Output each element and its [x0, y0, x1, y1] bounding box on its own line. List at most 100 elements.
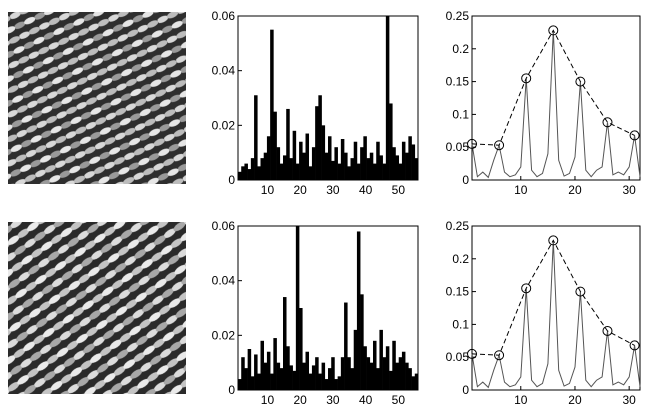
x-tick-label: 40: [359, 183, 373, 197]
histogram-bar: [244, 164, 248, 180]
texture-image-bottom: [8, 222, 186, 394]
x-tick-label: 50: [392, 183, 406, 197]
histogram-bar: [370, 363, 374, 390]
spectrum-line: [472, 240, 640, 387]
histogram-bar: [344, 303, 348, 390]
histogram-bar: [386, 16, 390, 180]
histogram-bar: [367, 357, 371, 390]
x-tick-label: 10: [514, 183, 528, 197]
histogram-bar: [254, 354, 258, 390]
x-tick-label: 10: [261, 393, 275, 405]
histogram-bar: [412, 376, 416, 390]
histogram-bar: [360, 147, 364, 180]
histogram-bar: [283, 297, 287, 390]
histogram-bar: [277, 147, 281, 180]
histogram-bar: [370, 153, 374, 180]
y-tick-label: 0.2: [452, 42, 469, 56]
x-tick-label: 20: [568, 393, 582, 405]
y-tick-label: 0.04: [212, 64, 236, 78]
histogram-bar: [248, 349, 252, 390]
x-tick-label: 10: [261, 183, 275, 197]
peak-envelope-line: [472, 30, 635, 145]
histogram-bar: [408, 136, 412, 180]
histogram-bar: [347, 357, 351, 390]
histogram-bar: [315, 357, 319, 390]
histogram-bar: [302, 363, 306, 390]
histogram-bar: [299, 308, 303, 390]
histogram-bar: [325, 379, 329, 390]
spectrum-bottom: 10 20 30 0 0.05 0.1 0.15 0.2 0.25: [432, 218, 644, 405]
histogram-bar: [405, 153, 409, 180]
histogram-bar: [289, 158, 293, 180]
histogram-bar: [341, 139, 345, 180]
histogram-bar: [363, 346, 367, 390]
histogram-bottom-svg: 10 20 30 40 50 0 0.02 0.04 0.06: [204, 218, 422, 405]
histogram-bar: [299, 142, 303, 180]
histogram-bar: [318, 95, 322, 180]
histogram-bar: [351, 158, 355, 180]
histogram-bar: [344, 153, 348, 180]
histogram-bar: [257, 374, 261, 390]
histogram-bar: [347, 166, 351, 180]
y-tick-label: 0.05: [446, 140, 470, 154]
histogram-bar: [241, 166, 245, 180]
histogram-top-svg: 10 20 30 40 5000.020.040.06: [204, 8, 422, 198]
histogram-bar: [293, 131, 297, 180]
histogram-bar: [238, 379, 242, 390]
histogram-bar: [280, 164, 284, 180]
histogram-bar: [334, 379, 338, 390]
histogram-bar: [376, 142, 380, 180]
histogram-bar: [280, 368, 284, 390]
histogram-bar: [267, 352, 271, 390]
histogram-bar: [392, 147, 396, 180]
histogram-bar: [351, 368, 355, 390]
histogram-bar: [367, 158, 371, 180]
x-tick-label: 20: [294, 183, 308, 197]
histogram-bar: [244, 368, 248, 390]
histogram-bar: [383, 164, 387, 180]
y-tick-label: 0.04: [212, 274, 236, 288]
histogram-bar: [379, 330, 383, 390]
histogram-bar: [415, 374, 419, 390]
x-tick-label: 20: [568, 183, 582, 197]
histogram-bar: [389, 371, 393, 390]
peak-envelope-line: [472, 240, 635, 355]
histogram-bar: [306, 352, 310, 390]
spectrum-top: 10 20 30 0 0.05 0.1 0.15 0.2 0.25: [432, 8, 644, 198]
histogram-bottom: 10 20 30 40 50 0 0.02 0.04 0.06: [204, 218, 422, 405]
histogram-bar: [379, 155, 383, 180]
histogram-bar: [373, 164, 377, 180]
histogram-bar: [312, 147, 316, 180]
histogram-bar: [306, 134, 310, 180]
histogram-bar: [283, 155, 287, 180]
histogram-bar: [354, 142, 358, 180]
histogram-bar: [373, 341, 377, 390]
histogram-bar: [415, 158, 419, 180]
histogram-bar: [383, 357, 387, 390]
histogram-bar: [286, 346, 290, 390]
histogram-bar: [341, 357, 345, 390]
histogram-bar: [251, 158, 255, 180]
x-tick-label: 30: [326, 393, 340, 405]
y-tick-label: 0.1: [452, 107, 469, 121]
y-tick-label: 0: [228, 173, 235, 187]
y-tick-label: 0.02: [212, 328, 236, 342]
y-tick-label: 0: [462, 383, 469, 397]
histogram-bar: [296, 226, 300, 390]
histogram-bar: [289, 365, 293, 390]
y-tick-label: 0.06: [212, 9, 236, 23]
histogram-bar: [357, 164, 361, 180]
histogram-bar: [328, 368, 332, 390]
histogram-bar: [376, 368, 380, 390]
x-tick-label: 40: [359, 393, 373, 405]
histogram-bar: [331, 357, 335, 390]
histogram-bar: [412, 144, 416, 180]
y-tick-label: 0.05: [446, 350, 470, 364]
y-tick-label: 0.02: [212, 118, 236, 132]
histogram-bar: [328, 136, 332, 180]
histogram-bar: [261, 341, 265, 390]
histogram-bar: [386, 346, 390, 390]
histogram-bar: [408, 368, 412, 390]
histogram-bar: [363, 136, 367, 180]
histogram-bar: [302, 153, 306, 180]
